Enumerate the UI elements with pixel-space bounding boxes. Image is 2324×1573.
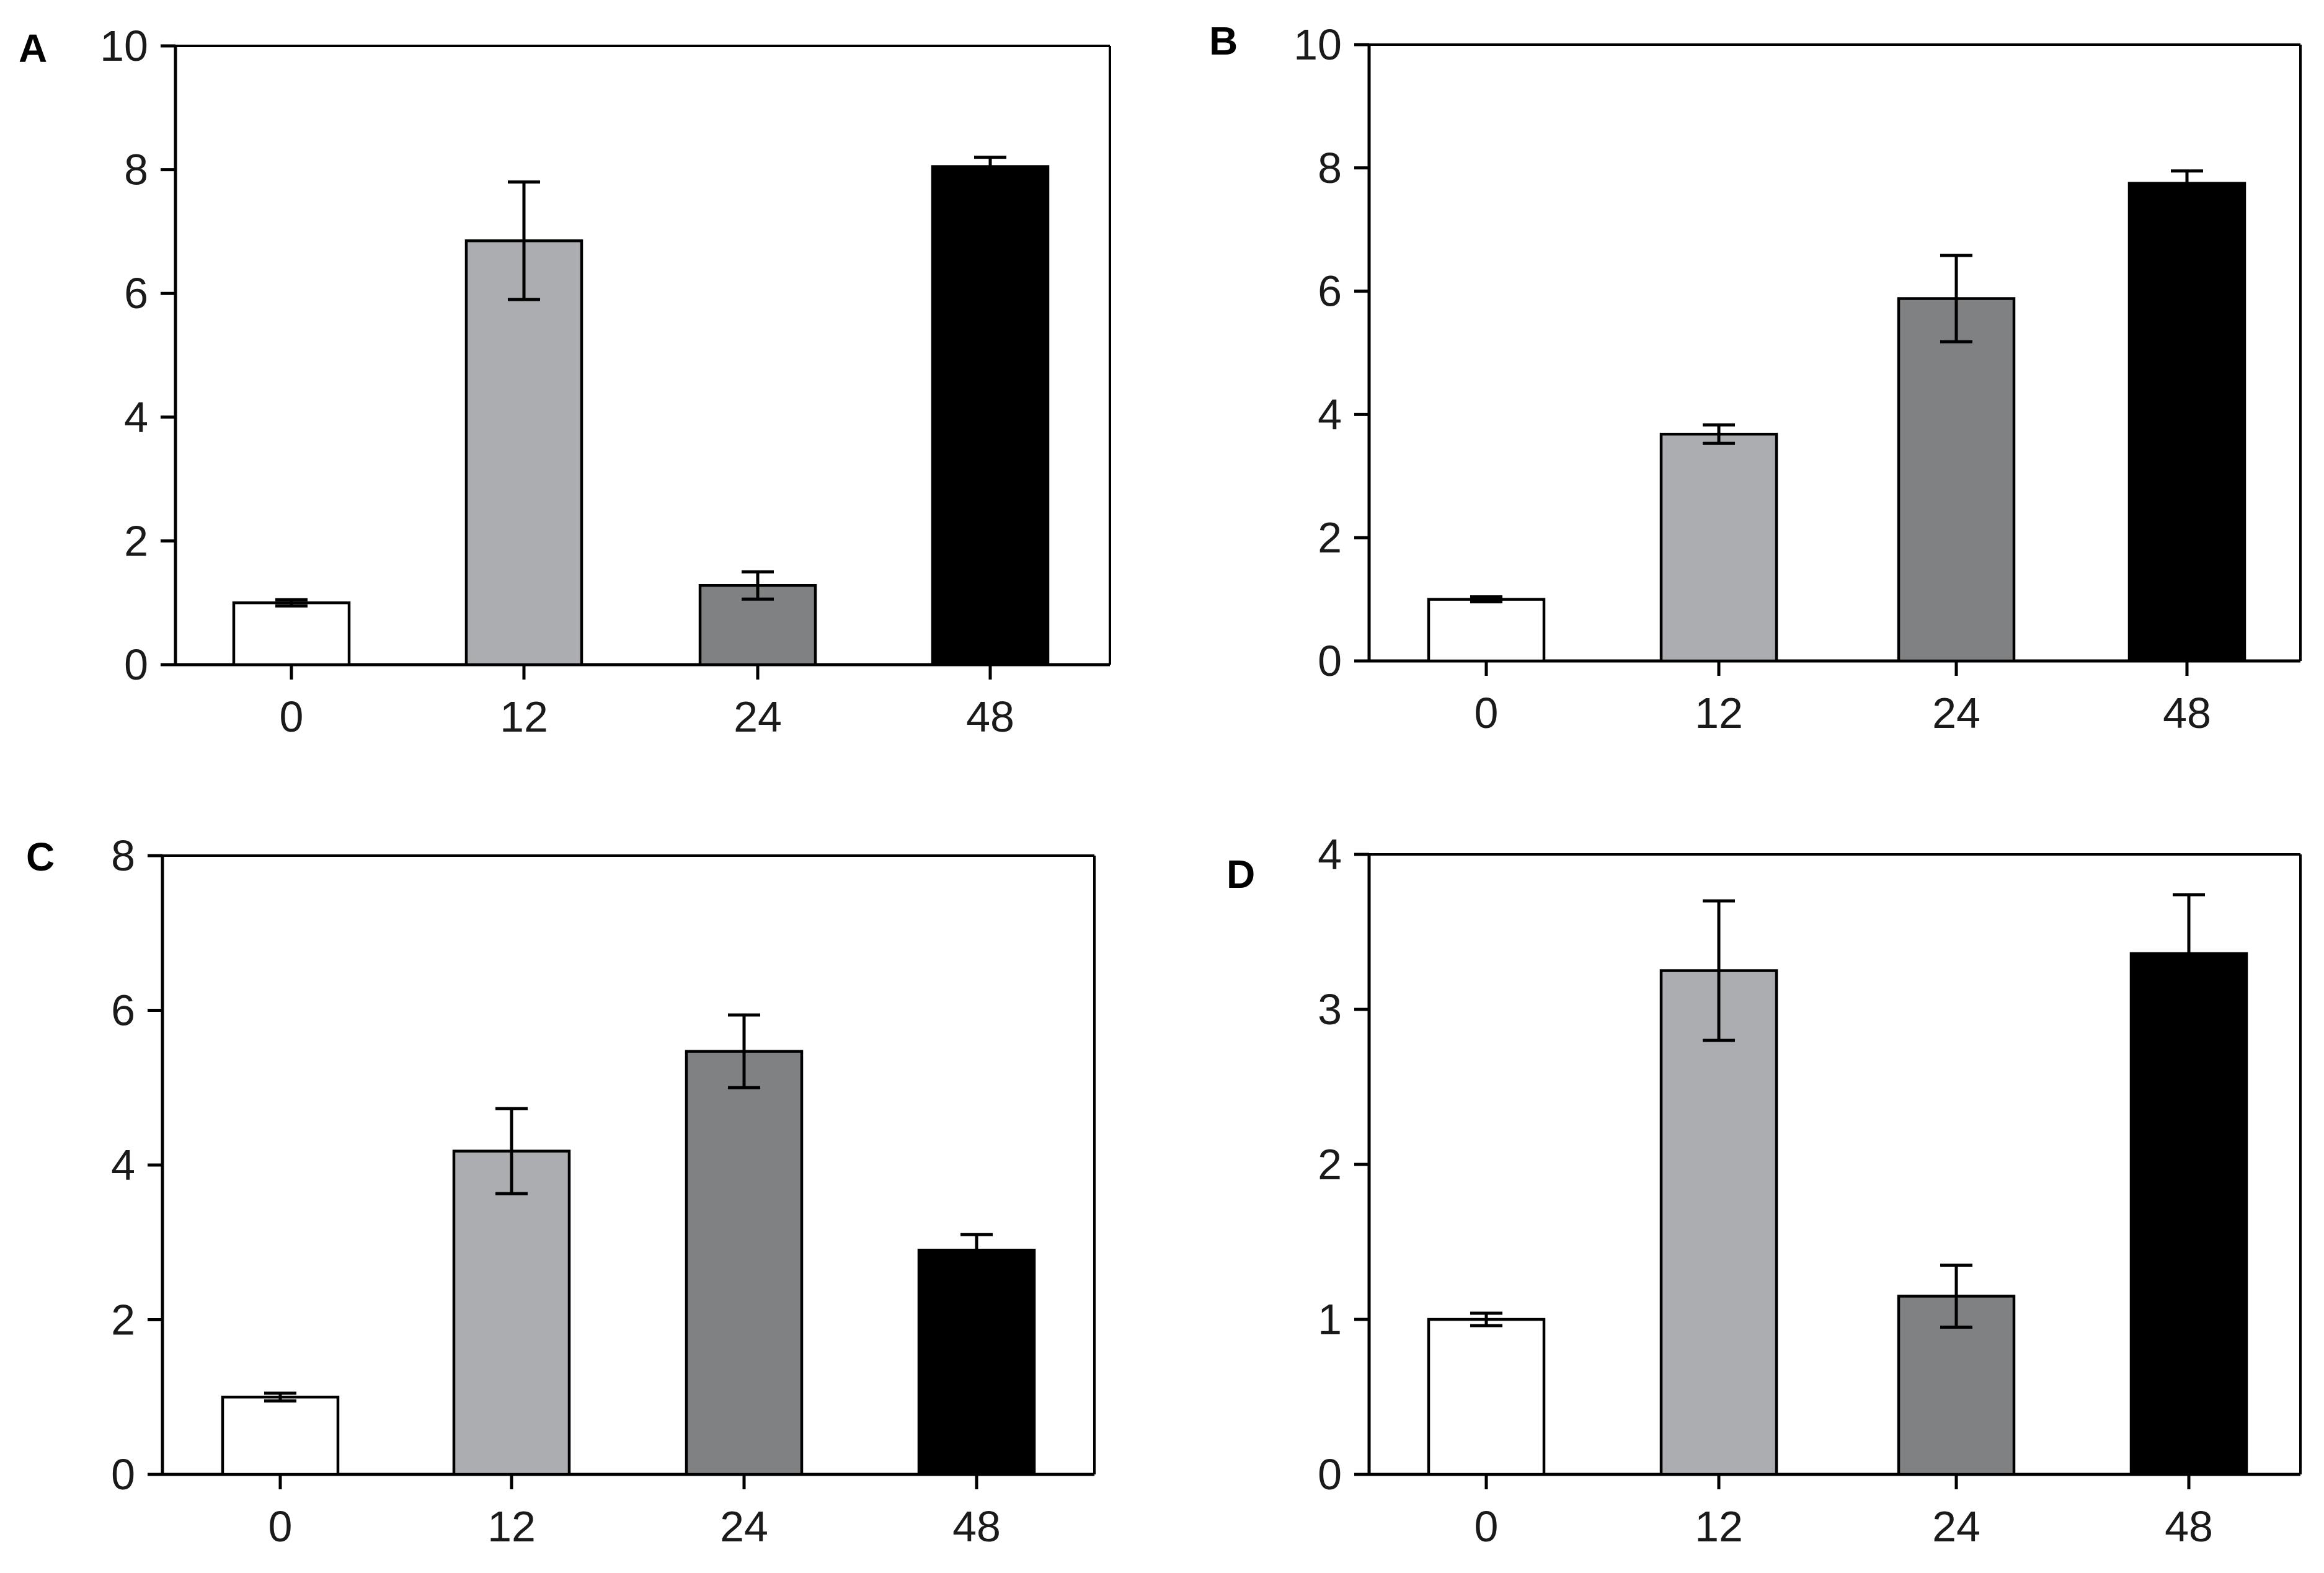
y-tick-label: 2 xyxy=(124,516,148,565)
bar-12 xyxy=(464,239,583,667)
bar-48 xyxy=(931,165,1050,667)
y-tick-label: 0 xyxy=(124,640,148,689)
bar-48 xyxy=(2127,182,2246,663)
x-tick-label: 24 xyxy=(734,693,782,741)
y-tick-label: 10 xyxy=(1293,20,1342,69)
panel-letter: D xyxy=(1226,852,1255,897)
x-tick-label: 0 xyxy=(1475,689,1499,737)
y-tick-label: 0 xyxy=(1318,1450,1342,1499)
bar-12 xyxy=(1659,432,1778,663)
x-tick-label: 48 xyxy=(2165,1502,2213,1551)
y-tick-label: 4 xyxy=(1318,390,1342,438)
x-tick-label: 0 xyxy=(1475,1502,1499,1551)
bar-0 xyxy=(232,601,351,667)
y-tick-label: 1 xyxy=(1318,1295,1342,1344)
x-tick-label: 12 xyxy=(1695,1502,1743,1551)
x-tick-label: 12 xyxy=(500,693,548,741)
y-tick-label: 2 xyxy=(1318,513,1342,562)
y-tick-label: 2 xyxy=(111,1296,135,1344)
panel-letter: A xyxy=(19,26,47,71)
panel-letter: C xyxy=(26,835,55,879)
bar-0 xyxy=(221,1396,340,1476)
panel-letter: B xyxy=(1209,19,1238,63)
x-tick-label: 12 xyxy=(487,1502,536,1551)
y-tick-label: 8 xyxy=(124,146,148,194)
x-tick-label: 48 xyxy=(2163,689,2211,737)
bar-0 xyxy=(1427,1318,1546,1476)
bar-12 xyxy=(1659,969,1778,1476)
bar-12 xyxy=(452,1150,571,1476)
bar-48 xyxy=(2129,952,2248,1476)
x-tick-label: 48 xyxy=(966,693,1014,741)
y-tick-label: 4 xyxy=(111,1141,135,1189)
y-tick-label: 0 xyxy=(1318,637,1342,685)
x-tick-label: 24 xyxy=(1932,1502,1980,1551)
y-tick-label: 8 xyxy=(1318,144,1342,192)
bar-48 xyxy=(917,1248,1036,1476)
x-tick-label: 24 xyxy=(1932,689,1980,737)
x-tick-label: 12 xyxy=(1695,689,1743,737)
x-tick-label: 0 xyxy=(280,693,304,741)
x-tick-label: 48 xyxy=(952,1502,1001,1551)
y-tick-label: 0 xyxy=(111,1450,135,1499)
y-tick-label: 2 xyxy=(1318,1140,1342,1189)
y-tick-label: 6 xyxy=(124,269,148,317)
y-tick-label: 4 xyxy=(124,393,148,441)
x-tick-label: 24 xyxy=(720,1502,768,1551)
bar-24 xyxy=(685,1050,804,1476)
y-tick-label: 8 xyxy=(111,831,135,880)
y-tick-label: 3 xyxy=(1318,985,1342,1034)
y-tick-label: 10 xyxy=(100,22,148,70)
y-tick-label: 6 xyxy=(111,986,135,1035)
bar-24 xyxy=(1897,297,2016,663)
bar-0 xyxy=(1427,598,1546,663)
y-tick-label: 6 xyxy=(1318,267,1342,316)
y-tick-label: 4 xyxy=(1318,830,1342,879)
x-tick-label: 0 xyxy=(268,1502,293,1551)
